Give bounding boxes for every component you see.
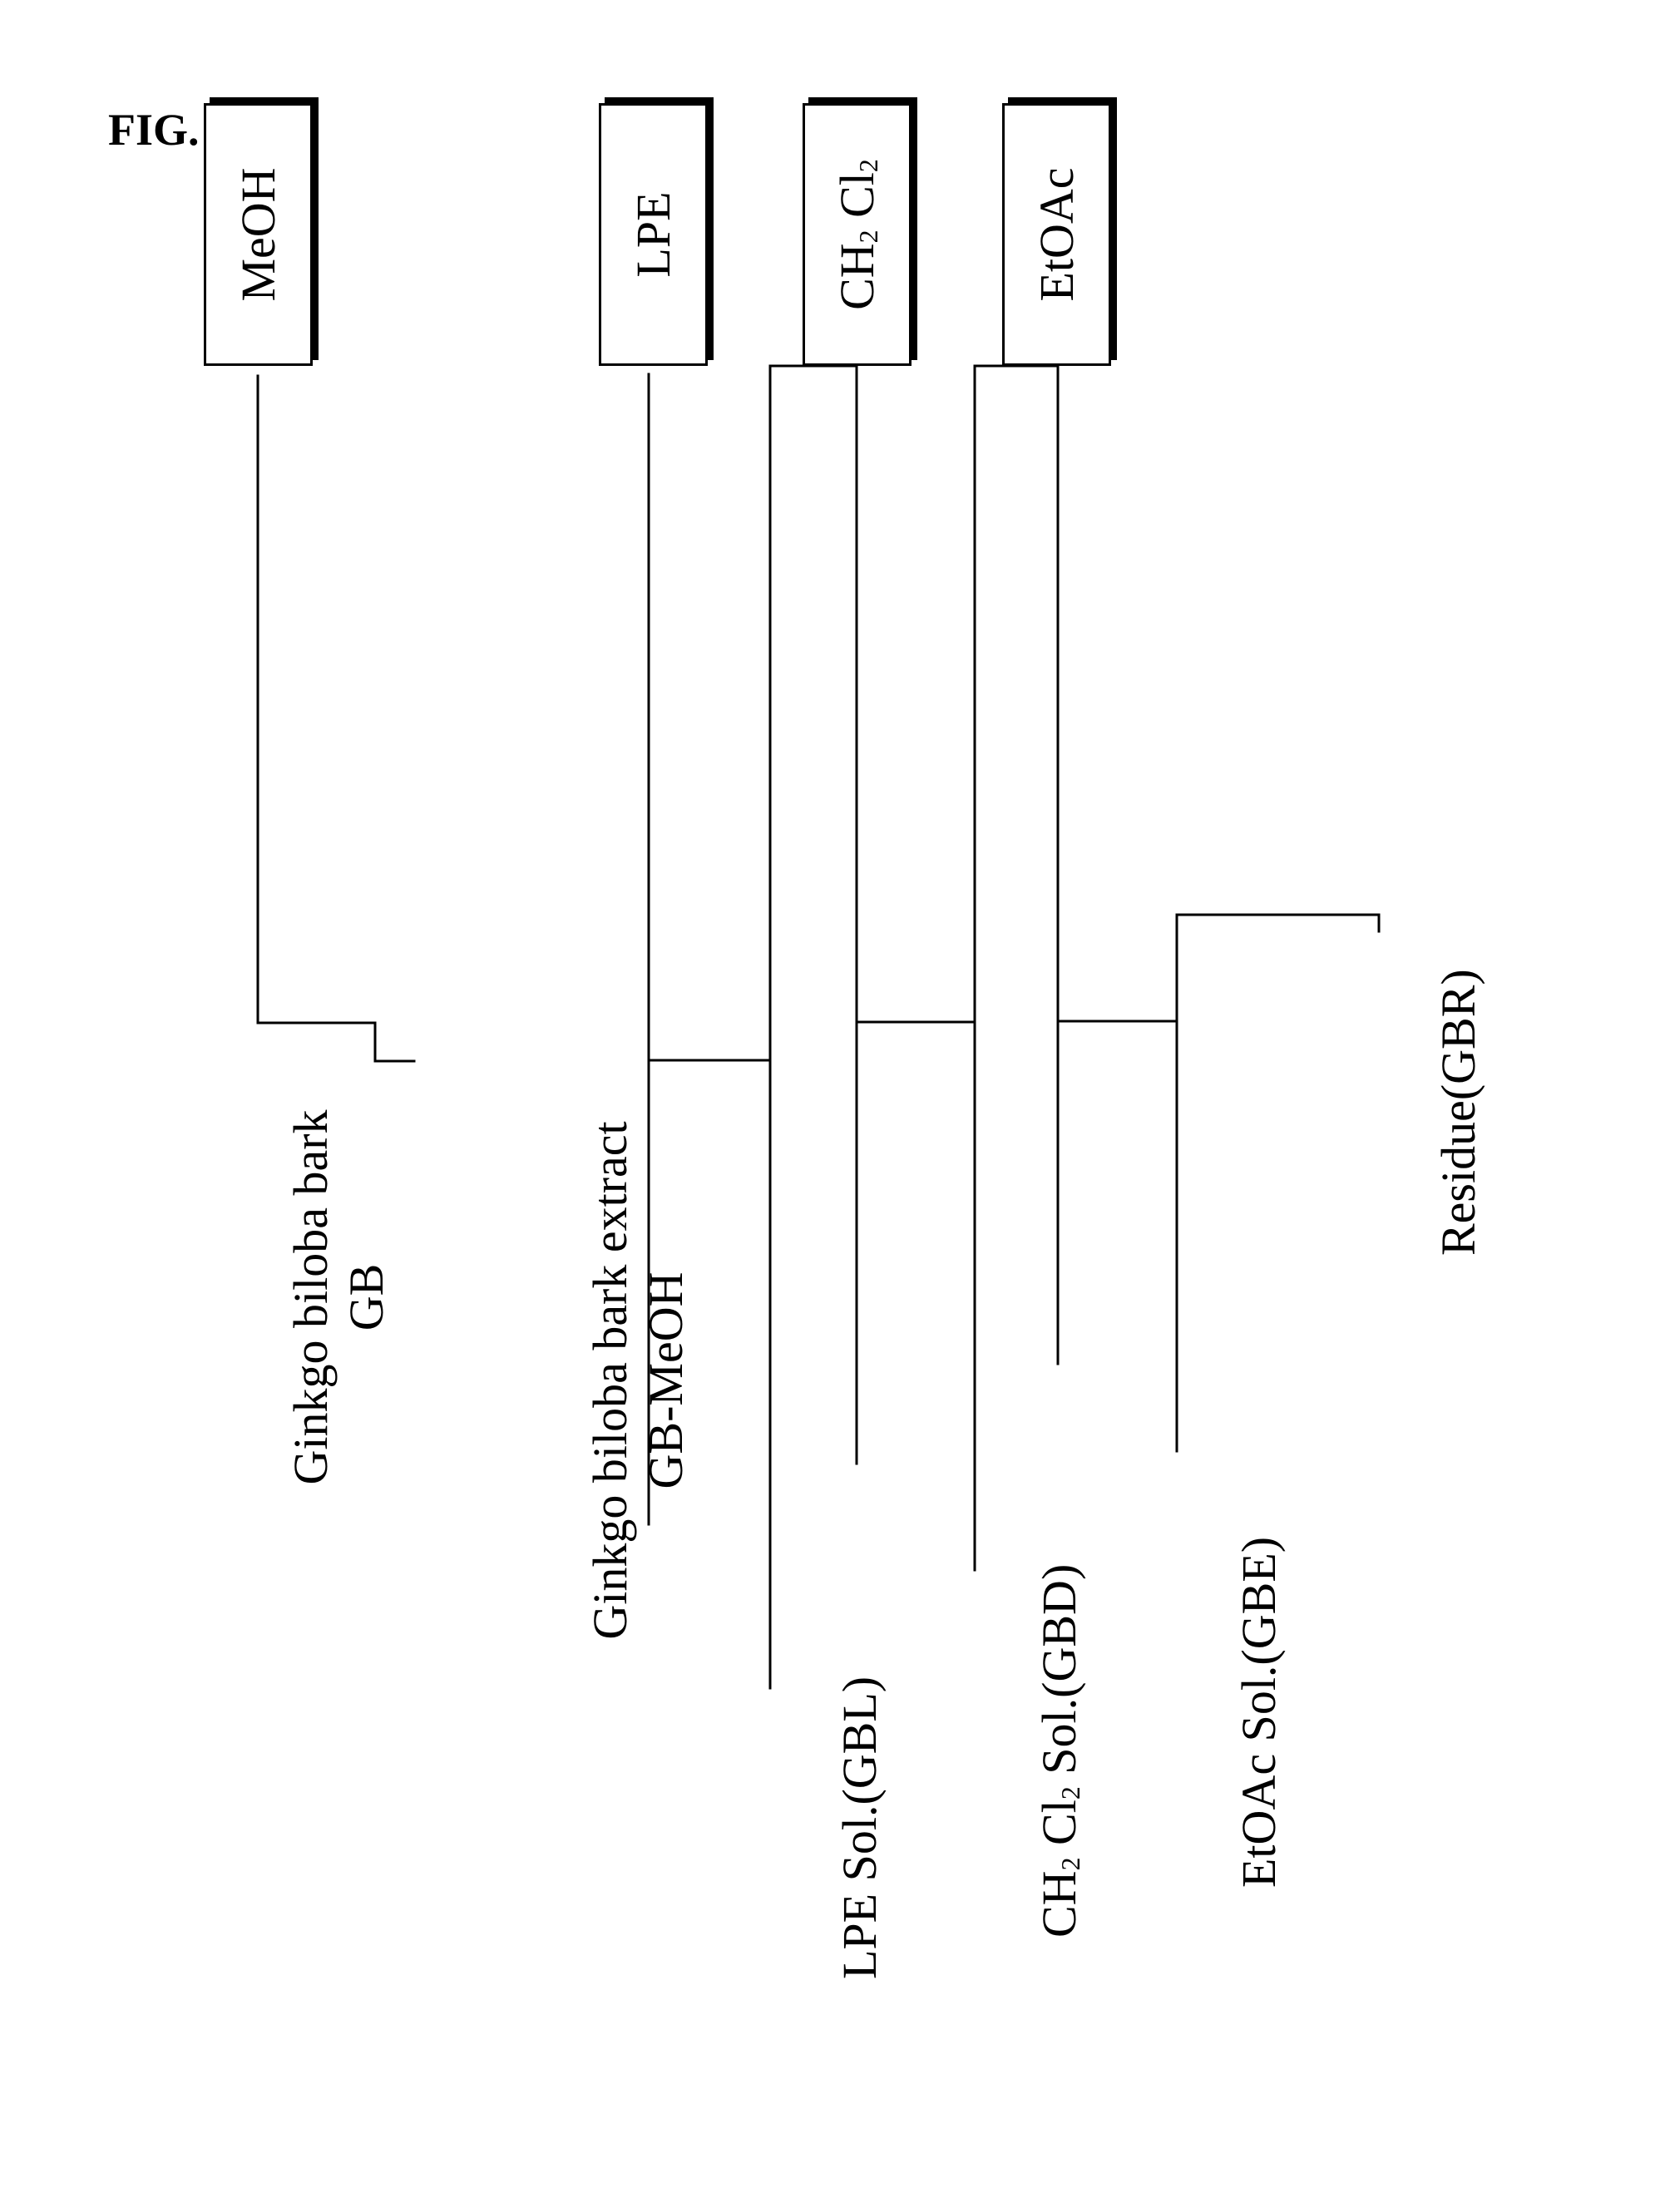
label-gbr: Residue(GBR) [1430,969,1486,1256]
label-gb: Ginkgo biloba bark GB [283,1064,394,1530]
label-gbd: CH2 Cl2 Sol.(GBD) [1031,1564,1087,1938]
box-lpe: LPE [599,103,708,366]
box-meoh-text: MeOH [230,167,286,301]
box-lpe-text: LPE [625,191,681,277]
label-gbl-text: LPE Sol.(GBL) [832,1676,887,1979]
label-gbmeoh-line2: GB-MeOH [638,1056,694,1705]
box-ch2cl2-mid: Cl [830,172,884,230]
box-ch2cl2-pre: CH [830,243,884,310]
label-gbl: LPE Sol.(GBL) [832,1676,887,1979]
label-gbe-text: EtOAc Sol.(GBE) [1231,1537,1287,1888]
label-gbd-s1: 2 [1056,1857,1085,1870]
box-ch2cl2-s1: 2 [854,230,883,243]
box-etoac: EtOAc [1002,103,1111,366]
box-ch2cl2: CH2 Cl2 [803,103,912,366]
label-gbmeoh-line1: Ginkgo biloba bark extract [582,1056,638,1705]
label-gbd-text: CH2 Cl2 Sol.(GBD) [1031,1564,1087,1938]
label-gbmeoh: Ginkgo biloba bark extract GB-MeOH [582,1056,694,1705]
label-gbr-text: Residue(GBR) [1430,969,1486,1256]
label-gbd-s2: 2 [1056,1786,1085,1800]
box-meoh: MeOH [204,103,313,366]
box-ch2cl2-s2: 2 [854,159,883,172]
label-gbd-post: Sol.(GBD) [1032,1564,1086,1786]
label-gbd-pre: CH [1032,1870,1086,1938]
label-gbd-mid: Cl [1032,1800,1086,1857]
label-gbe: EtOAc Sol.(GBE) [1231,1537,1287,1888]
box-etoac-text: EtOAc [1029,167,1084,301]
box-ch2cl2-text: CH2 Cl2 [829,159,885,310]
label-gb-line2: GB [338,1064,394,1530]
figure-stage: FIG. 1 Ginkgo biloba bark GB Ginkgo bilo… [0,0,1660,2212]
label-gb-line1: Ginkgo biloba bark [283,1064,338,1530]
